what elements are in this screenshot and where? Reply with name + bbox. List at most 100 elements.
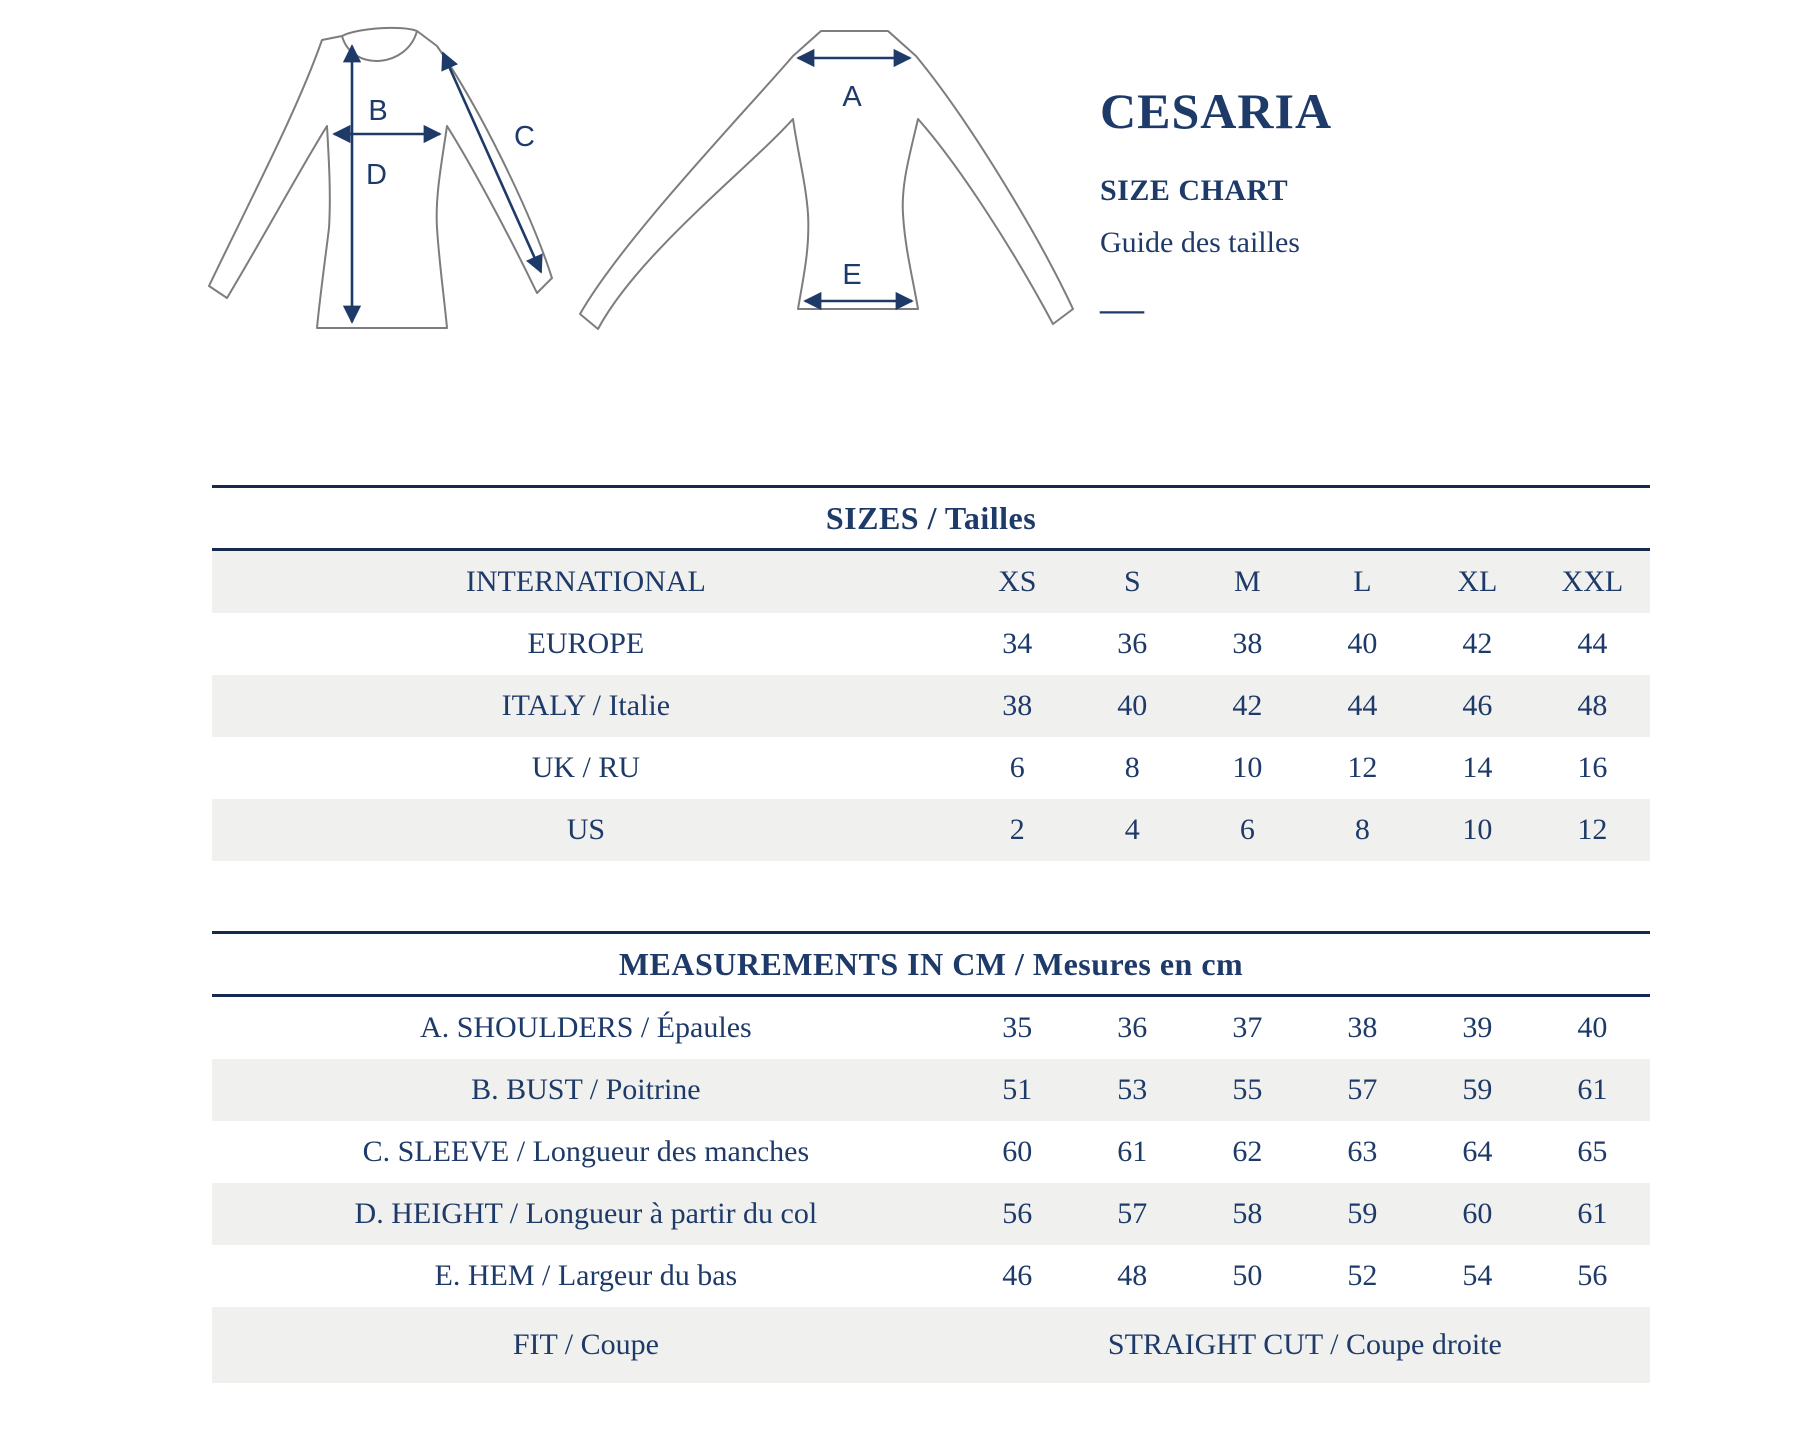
measurements-table: A. SHOULDERS / Épaules 35 36 37 38 39 40 B. BUS… [212, 997, 1650, 1383]
measure-arrow-c [441, 51, 543, 274]
size-value-cell: 50 [1232, 1259, 1263, 1292]
row-label: E. HEM / Largeur du bas [434, 1259, 738, 1292]
size-value-cell: 40 [1347, 627, 1378, 660]
size-value-cell: 6 [1009, 751, 1025, 784]
size-value-cell: 62 [1232, 1135, 1263, 1168]
row-label: EUROPE [527, 627, 645, 660]
row-label: ITALY / Italie [501, 689, 671, 722]
size-value-cell: 57 [1117, 1197, 1148, 1230]
row-label: FIT / Coupe [512, 1328, 659, 1361]
table-row: B. BUST / Poitrine 51 53 55 57 59 61 [212, 1059, 1650, 1121]
size-value-cell: 46 [1462, 689, 1493, 722]
garment-back-diagram: A E [579, 30, 1074, 330]
size-value-cell: 57 [1347, 1073, 1378, 1106]
fit-value-cell: STRAIGHT CUT / Coupe droite [1107, 1328, 1502, 1361]
size-value-cell: 64 [1462, 1135, 1493, 1168]
size-value-cell: 65 [1577, 1135, 1608, 1168]
sizes-table-title: SIZES / Tailles [212, 485, 1650, 551]
diagram-label-a: A [842, 81, 862, 113]
size-value-cell: 4 [1124, 813, 1140, 846]
table-row: C. SLEEVE / Longueur des manches 60 61 62 63… [212, 1121, 1650, 1183]
row-label: UK / RU [531, 751, 641, 784]
size-value-cell: 40 [1577, 1011, 1608, 1044]
size-value-cell: 48 [1117, 1259, 1148, 1292]
row-label: A. SHOULDERS / Épaules [420, 1011, 752, 1044]
tables-section: SIZES / Tailles INTERNATIONAL XS S M L XL XXL E… [212, 485, 1650, 1383]
size-value-cell: 61 [1577, 1073, 1608, 1106]
size-value-cell: 59 [1462, 1073, 1493, 1106]
size-value-cell: 60 [1462, 1197, 1493, 1230]
row-label: C. SLEEVE / Longueur des manches [362, 1135, 810, 1168]
size-value-cell: 42 [1232, 689, 1263, 722]
size-value-cell: L [1353, 565, 1372, 598]
size-value-cell: 12 [1577, 813, 1608, 846]
row-label: INTERNATIONAL [465, 565, 706, 598]
garment-outline [579, 30, 1074, 330]
row-label: D. HEIGHT / Longueur à partir du col [354, 1197, 818, 1230]
size-value-cell: 58 [1232, 1197, 1263, 1230]
table-row: ITALY / Italie 38 40 42 44 46 48 [212, 675, 1650, 737]
size-value-cell: 56 [1002, 1197, 1033, 1230]
size-value-cell: 12 [1347, 751, 1378, 784]
table-row: UK / RU 6 8 10 12 14 16 [212, 737, 1650, 799]
size-value-cell: 8 [1354, 813, 1370, 846]
size-value-cell: 40 [1117, 689, 1148, 722]
size-value-cell: 36 [1117, 627, 1148, 660]
size-value-cell: 55 [1232, 1073, 1263, 1106]
size-value-cell: XL [1457, 565, 1498, 598]
table-row: A. SHOULDERS / Épaules 35 36 37 38 39 40 [212, 997, 1650, 1059]
size-value-cell: 8 [1124, 751, 1140, 784]
size-value-cell: 38 [1232, 627, 1263, 660]
size-value-cell: 54 [1462, 1259, 1493, 1292]
size-value-cell: 44 [1577, 627, 1608, 660]
size-chart-title: SIZE CHART [1100, 174, 1289, 207]
size-value-cell: 35 [1002, 1011, 1033, 1044]
size-value-cell: 38 [1347, 1011, 1378, 1044]
dash-divider: — [1100, 284, 1144, 333]
table-row: US 2 4 6 8 10 12 [212, 799, 1650, 861]
size-value-cell: 53 [1117, 1073, 1148, 1106]
brand-block: CESARIA SIZE CHART Guide des tailles — [1100, 83, 1333, 333]
size-value-cell: 39 [1462, 1011, 1493, 1044]
table-gap [212, 861, 1650, 931]
size-value-cell: 34 [1002, 627, 1033, 660]
table-row: E. HEM / Largeur du bas 46 48 50 52 54 56 [212, 1245, 1650, 1307]
diagram-label-c: C [514, 121, 535, 153]
size-value-cell: 46 [1002, 1259, 1033, 1292]
size-value-cell: 16 [1577, 751, 1608, 784]
brand-name: CESARIA [1100, 83, 1333, 139]
size-value-cell: XS [998, 565, 1037, 598]
table-row: D. HEIGHT / Longueur à partir du col 56 57… [212, 1183, 1650, 1245]
table-row: EUROPE 34 36 38 40 42 44 [212, 613, 1650, 675]
size-guide-subtitle-fr: Guide des tailles [1100, 226, 1300, 259]
size-value-cell: 59 [1347, 1197, 1378, 1230]
table-row: INTERNATIONAL XS S M L XL XXL [212, 551, 1650, 613]
row-label: B. BUST / Poitrine [471, 1073, 701, 1106]
size-value-cell: 6 [1239, 813, 1255, 846]
garment-front-diagram: B D C [208, 26, 553, 329]
size-value-cell: 2 [1009, 813, 1025, 846]
size-value-cell: 52 [1347, 1259, 1378, 1292]
size-value-cell: 37 [1232, 1011, 1263, 1044]
size-value-cell: 44 [1347, 689, 1378, 722]
size-value-cell: XXL [1561, 565, 1624, 598]
diagram-label-e: E [842, 259, 861, 291]
sizes-table: INTERNATIONAL XS S M L XL XXL EUROPE 34 36 38 40 42 4… [212, 551, 1650, 861]
diagram-label-d: D [366, 159, 387, 191]
size-value-cell: 38 [1002, 689, 1033, 722]
size-value-cell: 48 [1577, 689, 1608, 722]
size-value-cell: 10 [1232, 751, 1263, 784]
size-value-cell: 56 [1577, 1259, 1608, 1292]
row-label: US [566, 813, 606, 846]
size-value-cell: S [1123, 565, 1141, 598]
header-section: B D C A E CESARIA SIZE CHART Guide des t… [0, 0, 1800, 440]
size-value-cell: 36 [1117, 1011, 1148, 1044]
size-value-cell: 51 [1002, 1073, 1033, 1106]
size-value-cell: 61 [1117, 1135, 1148, 1168]
size-value-cell: 42 [1462, 627, 1493, 660]
size-value-cell: M [1233, 565, 1261, 598]
size-value-cell: 60 [1002, 1135, 1033, 1168]
size-value-cell: 14 [1462, 751, 1493, 784]
table-row: FIT / Coupe STRAIGHT CUT / Coupe droite [212, 1307, 1650, 1383]
